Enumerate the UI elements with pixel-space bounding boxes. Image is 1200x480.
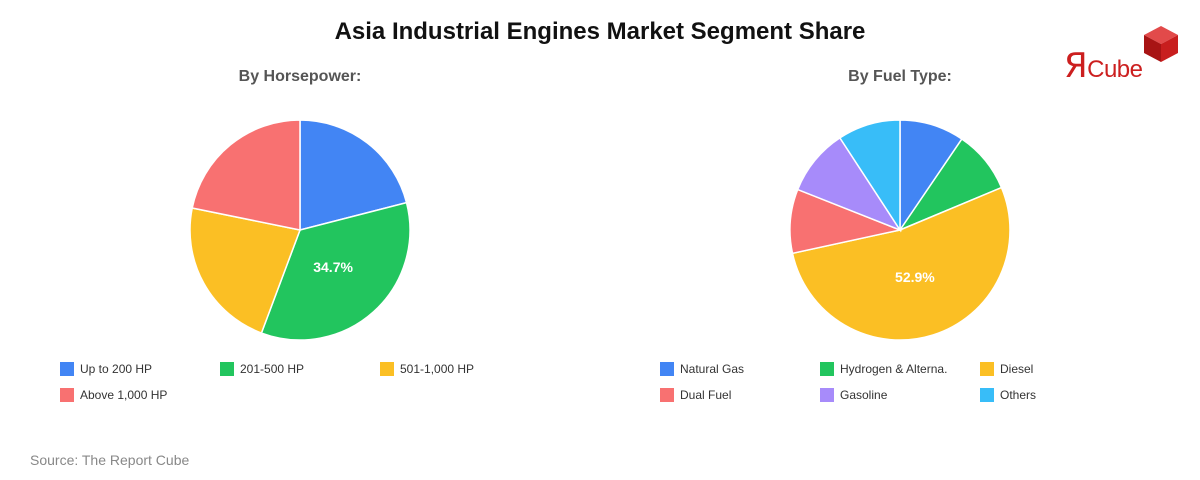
pie-slice-up-to-200-hp (299, 119, 408, 231)
legend-swatch (380, 362, 394, 376)
legend-item-201-500-hp: 201-500 HP (220, 362, 304, 376)
legend-label: Dual Fuel (680, 388, 732, 402)
legend-swatch (660, 388, 674, 402)
legend-item-above-1-000-hp: Above 1,000 HP (60, 388, 167, 402)
cube-icon (1144, 26, 1178, 62)
legend-label: Gasoline (840, 388, 888, 402)
legend-item-diesel: Diesel (980, 362, 1033, 376)
pie-chart-fuel-type: 52.9% (789, 119, 1011, 341)
legend-label: Natural Gas (680, 362, 745, 376)
legend-item-501-1-000-hp: 501-1,000 HP (380, 362, 474, 376)
data-label-201-500-hp: 34.7% (313, 259, 353, 275)
legend-swatch (60, 388, 74, 402)
legend-label: Hydrogen & Alterna. (840, 362, 948, 376)
pie-slice-501-1-000-hp (189, 207, 302, 334)
pie-slice-201-500-hp (260, 201, 411, 341)
legend-label: 201-500 HP (240, 362, 305, 376)
report-cube-logo: ЯCube (1058, 24, 1182, 86)
pie-title-horsepower: By Horsepower: (238, 68, 362, 85)
legend-item-hydrogen-alterna: Hydrogen & Alterna. (820, 362, 947, 376)
source-note: Source: The Report Cube (30, 452, 190, 468)
legend-swatch (660, 362, 674, 376)
legend-label: Up to 200 HP (80, 362, 153, 376)
legend-label: Others (1000, 388, 1037, 402)
legend-swatch (980, 388, 994, 402)
legend-label: Diesel (1000, 362, 1034, 376)
legend-item-dual-fuel: Dual Fuel (660, 388, 731, 402)
logo-r-glyph: Я (1064, 46, 1088, 86)
logo-text: Cube (1087, 56, 1143, 83)
data-label-diesel: 52.9% (895, 269, 935, 285)
legend-swatch (820, 362, 834, 376)
legend-label: Above 1,000 HP (80, 388, 168, 402)
legend-swatch (60, 362, 74, 376)
legend-label: 501-1,000 HP (400, 362, 475, 376)
legend-item-others: Others (980, 388, 1036, 402)
pie-slice-diesel (791, 186, 1011, 341)
legend-item-natural-gas: Natural Gas (660, 362, 744, 376)
pie-slice-others (838, 119, 901, 233)
legend-item-gasoline: Gasoline (820, 388, 887, 402)
pie-title-fuel-type: By Fuel Type: (848, 68, 952, 85)
legend-item-up-to-200-hp: Up to 200 HP (60, 362, 152, 376)
pie-chart-horsepower: 34.7% (189, 119, 411, 341)
legend-swatch (820, 388, 834, 402)
pie-slice-above-1-000-hp (191, 119, 301, 231)
legend-swatch (220, 362, 234, 376)
legend-swatch (980, 362, 994, 376)
chart-title: Asia Industrial Engines Market Segment S… (334, 18, 866, 45)
